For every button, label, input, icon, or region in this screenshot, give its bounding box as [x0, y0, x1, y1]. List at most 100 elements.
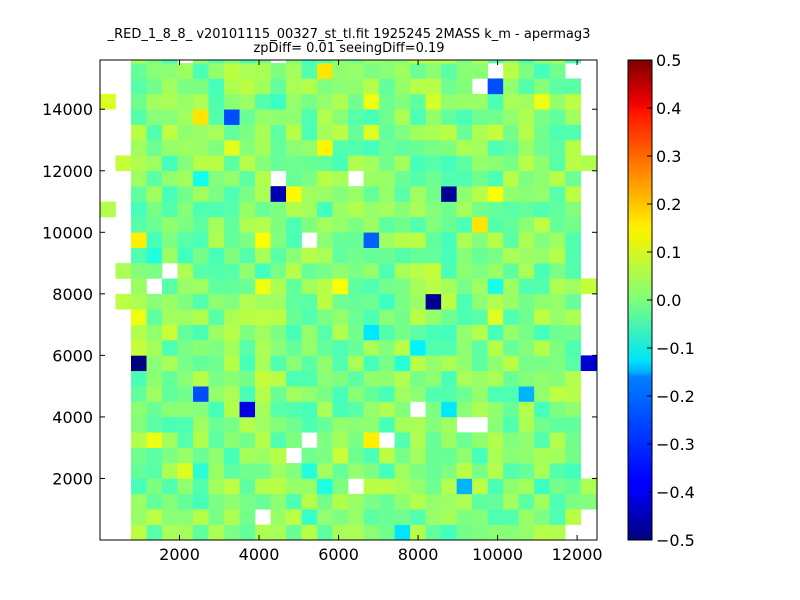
heatmap-cell	[472, 370, 488, 387]
heatmap-cell	[255, 170, 271, 187]
heatmap-cell	[565, 201, 581, 218]
heatmap-cell	[487, 78, 504, 95]
heatmap-cell	[208, 201, 225, 218]
heatmap-cell	[177, 524, 194, 541]
heatmap-cell	[270, 63, 287, 79]
heatmap-cell	[193, 478, 209, 495]
heatmap-cell	[348, 355, 364, 372]
heatmap-cell	[394, 447, 411, 464]
heatmap-cell	[208, 463, 225, 479]
heatmap-cell	[270, 416, 287, 433]
heatmap-cell	[177, 140, 194, 156]
heatmap-cell	[379, 386, 395, 402]
heatmap-cell	[317, 216, 333, 233]
heatmap-cell	[301, 463, 318, 479]
heatmap-cell	[394, 463, 411, 479]
heatmap-cell	[503, 93, 519, 110]
heatmap-cell	[379, 263, 395, 279]
heatmap-cell	[224, 78, 240, 95]
heatmap-cell	[317, 447, 333, 464]
heatmap-cell	[503, 63, 519, 79]
heatmap-cell	[255, 278, 271, 295]
heatmap-cell	[100, 93, 116, 110]
heatmap-cell	[177, 93, 194, 110]
heatmap-cell	[456, 216, 473, 233]
heatmap-cell	[255, 78, 271, 95]
heatmap-cell	[487, 370, 504, 387]
heatmap-cell	[549, 78, 566, 95]
heatmap-cell	[410, 509, 426, 525]
heatmap-cell	[286, 324, 302, 341]
heatmap-cell	[425, 78, 442, 95]
heatmap-cell	[224, 524, 240, 541]
heatmap-cell	[286, 186, 302, 202]
heatmap-cell	[193, 247, 209, 264]
heatmap-cell	[549, 140, 566, 156]
heatmap-cell	[565, 170, 581, 187]
heatmap-cell	[224, 140, 240, 156]
heatmap-cell	[193, 463, 209, 479]
heatmap-cell	[487, 416, 504, 433]
heatmap-cell	[162, 216, 178, 233]
heatmap-cell	[425, 155, 442, 172]
heatmap-cell	[301, 370, 318, 387]
heatmap-cell	[487, 309, 504, 325]
heatmap-cell	[394, 140, 411, 156]
heatmap-cell	[270, 524, 287, 541]
y-tick-label: 4000	[52, 408, 93, 427]
heatmap-cell	[255, 524, 271, 541]
heatmap-cell	[332, 232, 349, 248]
heatmap-cell	[549, 93, 566, 110]
heatmap-cell	[379, 140, 395, 156]
heatmap-cell	[425, 278, 442, 295]
heatmap-cell	[379, 493, 395, 510]
heatmap-cell	[549, 324, 566, 341]
heatmap-cell	[162, 186, 178, 202]
heatmap-cell	[332, 60, 349, 64]
heatmap-cell	[410, 370, 426, 387]
heatmap-cell	[224, 447, 240, 464]
heatmap-cell	[534, 293, 550, 310]
heatmap-cell	[131, 278, 147, 295]
heatmap-cell	[224, 63, 240, 79]
heatmap-cell	[146, 186, 163, 202]
heatmap-cell	[224, 463, 240, 479]
heatmap-cell	[317, 140, 333, 156]
heatmap-cell	[177, 478, 194, 495]
heatmap-cell	[270, 309, 287, 325]
heatmap-cell	[177, 309, 194, 325]
colorbar-tick-label: 0.4	[656, 99, 681, 118]
heatmap-cell	[146, 155, 163, 172]
heatmap-cell	[534, 509, 550, 525]
heatmap-cell	[146, 447, 163, 464]
heatmap-cell	[131, 63, 147, 79]
heatmap-cell	[286, 60, 302, 64]
heatmap-cell	[177, 293, 194, 310]
heatmap-cell	[131, 309, 147, 325]
heatmap-cell	[301, 447, 318, 464]
heatmap-cell	[162, 401, 178, 418]
heatmap-cell	[193, 278, 209, 295]
heatmap-cell	[317, 432, 333, 448]
heatmap-cell	[193, 60, 209, 64]
heatmap-cell	[441, 324, 457, 341]
heatmap-cell	[363, 478, 380, 495]
heatmap-cell	[301, 509, 318, 525]
heatmap-cell	[177, 463, 194, 479]
heatmap-cell	[177, 355, 194, 372]
heatmap-cell	[115, 263, 132, 279]
heatmap-cell	[456, 309, 473, 325]
heatmap-cell	[270, 109, 287, 125]
heatmap-cell	[332, 216, 349, 233]
heatmap-cell	[224, 416, 240, 433]
heatmap-cell	[224, 109, 240, 125]
y-tick-label: 14000	[42, 100, 93, 119]
heatmap-cell	[224, 432, 240, 448]
heatmap-cell	[363, 263, 380, 279]
heatmap-cell	[549, 447, 566, 464]
heatmap-cell	[363, 324, 380, 341]
heatmap-cell	[208, 278, 225, 295]
heatmap-cell	[193, 370, 209, 387]
heatmap-cell	[472, 155, 488, 172]
heatmap-cell	[348, 93, 364, 110]
